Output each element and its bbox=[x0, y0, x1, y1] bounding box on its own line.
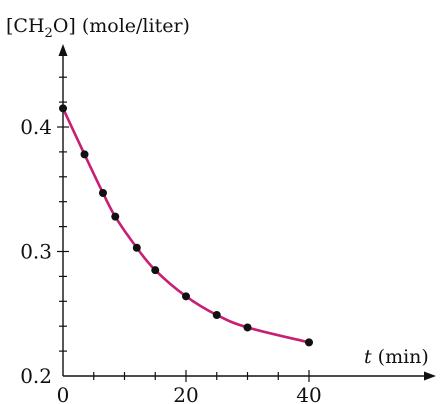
data-point bbox=[80, 150, 89, 159]
y-tick-label: 0.3 bbox=[20, 240, 52, 264]
y-axis-arrow bbox=[58, 44, 68, 56]
ticks-group bbox=[57, 76, 310, 382]
data-point bbox=[59, 104, 67, 113]
data-point bbox=[182, 292, 190, 301]
x-tick-label: 0 bbox=[57, 383, 70, 404]
data-point bbox=[151, 266, 160, 275]
x-axis-arrow bbox=[424, 371, 436, 381]
x-tick-label: 20 bbox=[173, 383, 198, 404]
data-point bbox=[132, 243, 141, 252]
data-point bbox=[243, 323, 252, 332]
fit-curve bbox=[61, 107, 310, 344]
y-tick-label: 0.2 bbox=[20, 364, 52, 388]
y-axis-title: [CH2O] (mole/liter) bbox=[6, 15, 190, 41]
y-tick-label: 0.4 bbox=[20, 115, 52, 139]
tick-labels-group: 0 20 40 0.2 0.3 0.4 bbox=[20, 115, 322, 404]
data-point bbox=[305, 338, 313, 347]
data-point bbox=[98, 188, 107, 197]
data-points-group bbox=[59, 104, 313, 347]
x-axis-title: t (min) bbox=[364, 346, 429, 368]
x-tick-label: 40 bbox=[296, 383, 321, 404]
data-point bbox=[111, 212, 120, 221]
data-point bbox=[212, 310, 221, 319]
